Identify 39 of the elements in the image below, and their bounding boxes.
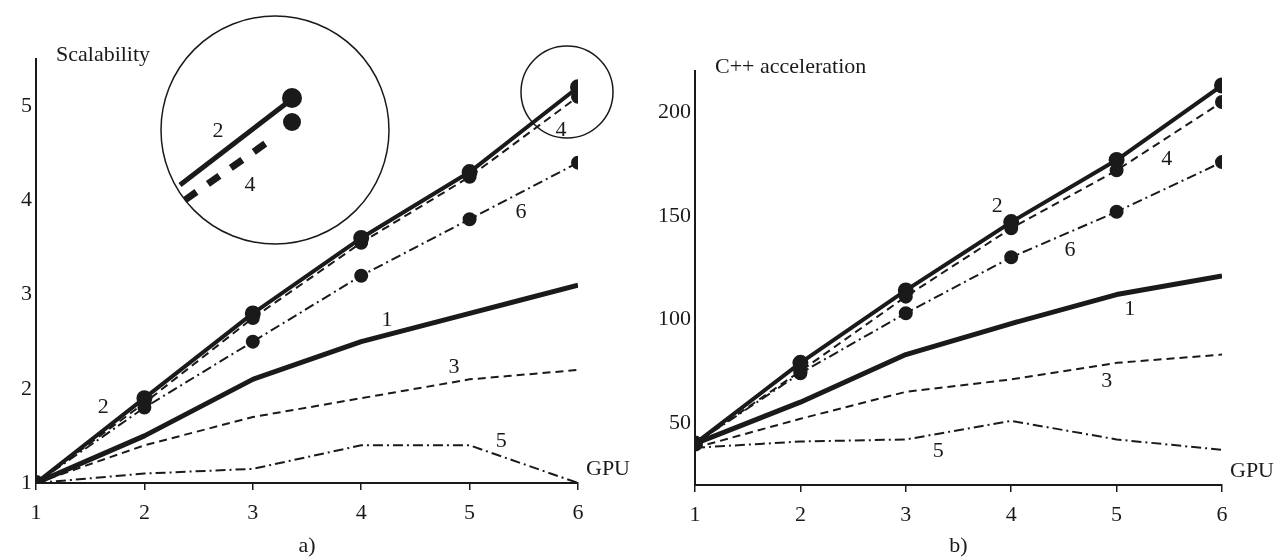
x-tick-label: 5 <box>464 498 476 524</box>
series-label: 1 <box>1124 295 1136 321</box>
series-label: 4 <box>555 116 567 142</box>
series-label: 6 <box>515 198 527 224</box>
y-tick-label: 1 <box>21 468 32 494</box>
x-tick-label: 2 <box>794 500 806 526</box>
series-label: 2 <box>991 191 1003 217</box>
series-label: 5 <box>495 426 507 452</box>
series-label: 6 <box>1064 236 1076 262</box>
y-tick-label: 150 <box>658 201 691 227</box>
series-label: 2 <box>97 393 109 419</box>
y-tick-label: 3 <box>21 280 32 306</box>
y-tick-label: 50 <box>669 408 691 434</box>
text: a) <box>298 531 316 557</box>
x-tick-label: 3 <box>247 498 259 524</box>
x-tick-label: 2 <box>138 498 150 524</box>
y-tick-label: 100 <box>658 305 691 331</box>
x-tick-label: 4 <box>355 498 367 524</box>
y-axis-title: Scalability <box>56 40 151 66</box>
x-tick-label: 6 <box>572 498 584 524</box>
series-label: 5 <box>932 436 944 462</box>
x-tick-label: 6 <box>1216 500 1228 526</box>
y-tick-label: 2 <box>21 374 32 400</box>
x-tick-label: 5 <box>1111 500 1123 526</box>
x-tick-label: 4 <box>1005 500 1017 526</box>
y-tick-label: 4 <box>21 186 32 212</box>
text: b) <box>949 531 968 557</box>
text: 2 <box>212 117 224 143</box>
x-axis-title: GPU <box>1230 456 1275 482</box>
y-axis-title: C++ acceleration <box>715 52 867 78</box>
x-axis-title: GPU <box>586 454 631 480</box>
x-tick-label: 3 <box>900 500 912 526</box>
y-tick-label: 200 <box>658 98 691 124</box>
series-label: 3 <box>448 352 460 378</box>
series-label: 1 <box>381 305 393 331</box>
series-label: 4 <box>1161 144 1173 170</box>
series-label: 3 <box>1101 367 1113 393</box>
y-tick-label: 5 <box>21 91 32 117</box>
text: 4 <box>244 171 256 197</box>
